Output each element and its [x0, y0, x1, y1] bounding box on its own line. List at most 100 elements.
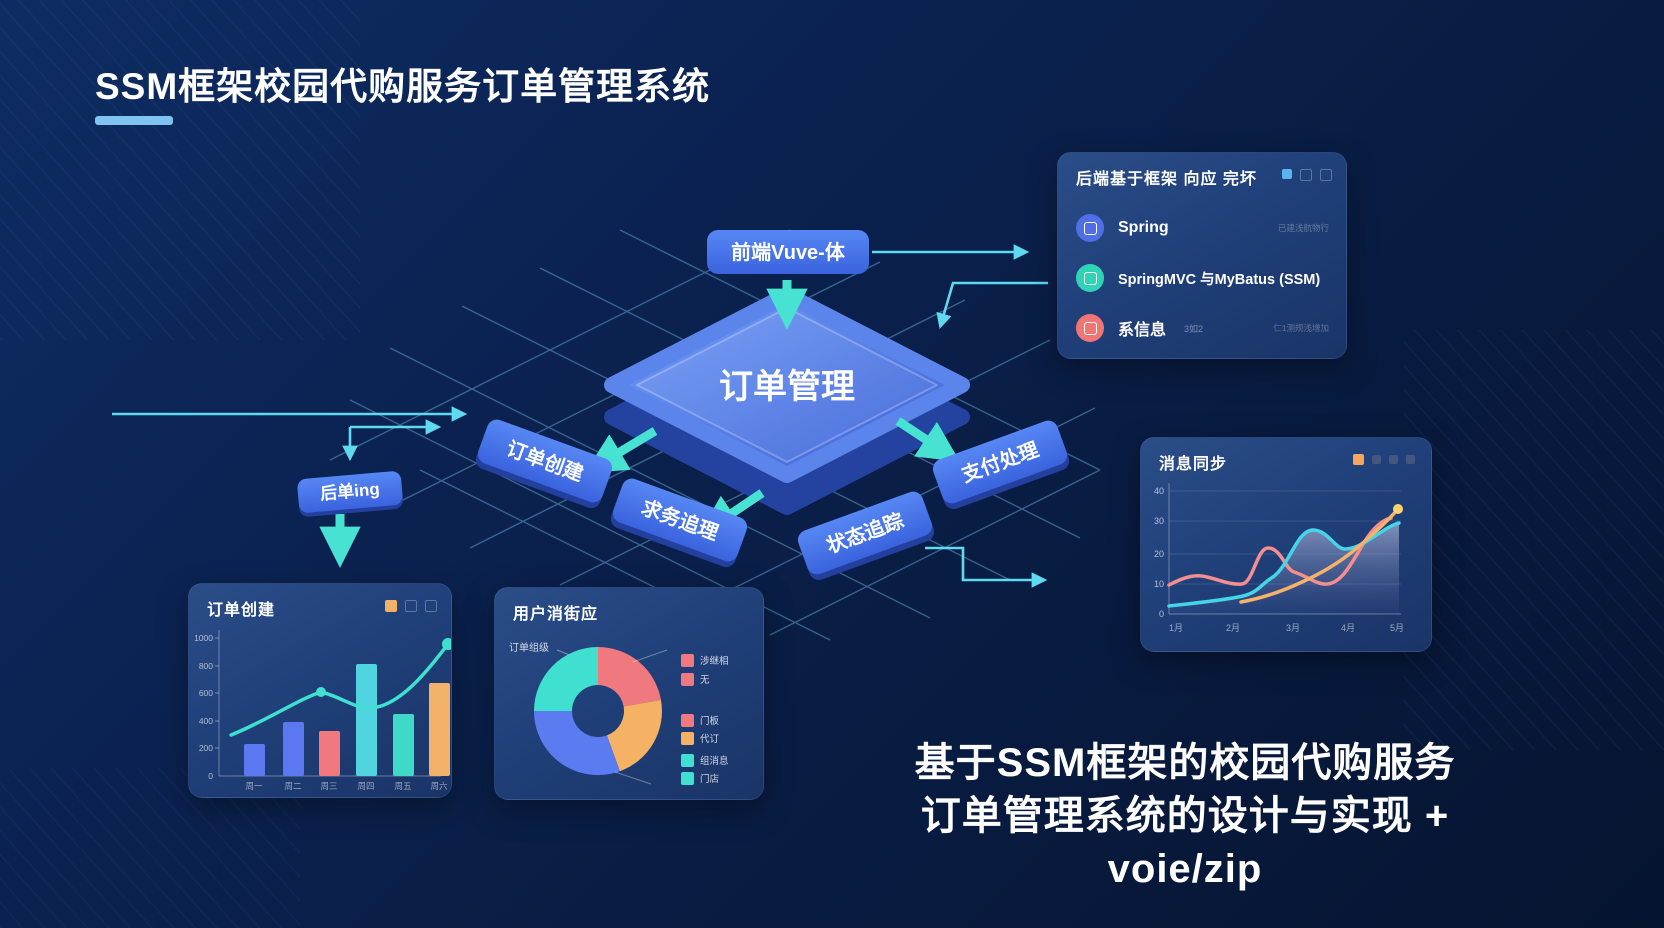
svg-text:周二: 周二	[284, 781, 302, 791]
bar	[356, 664, 377, 776]
legend-swatch	[681, 754, 694, 767]
title-underline	[95, 116, 173, 125]
svg-text:20: 20	[1154, 549, 1164, 559]
svg-text:3月: 3月	[1286, 623, 1300, 633]
sync-panel-legend-squares	[1353, 454, 1415, 465]
svg-text:周六: 周六	[430, 781, 448, 791]
backend-panel-title: 后端基于框架 向应 完坏	[1076, 171, 1257, 188]
svg-text:2月: 2月	[1226, 623, 1240, 633]
svg-text:40: 40	[1154, 486, 1164, 496]
legend-swatch	[681, 772, 694, 785]
trend-line	[229, 642, 450, 737]
legend-square-icon	[1406, 455, 1415, 464]
y-tick-labels: 40 30 20 10 0	[1154, 486, 1164, 619]
chip-task-track: 求务追理	[610, 478, 748, 568]
legend-square-icon	[425, 600, 437, 612]
platform-order-management: 订单管理	[604, 287, 970, 515]
footer-caption: 基于SSM框架的校园代购服务 订单管理系统的设计与实现 + voie/zip	[840, 737, 1530, 896]
y-tick-labels: 1000 800 600 400 200 0	[194, 633, 213, 781]
svg-text:200: 200	[199, 743, 213, 753]
chip-status-track: 状态追踪	[797, 491, 935, 581]
footer-line2: 订单管理系统的设计与实现 + voie/zip	[920, 794, 1450, 891]
legend-label: 无	[700, 675, 710, 686]
page-title: SSM框架校园代购服务订单管理系统	[95, 66, 711, 107]
arrow-to-payment	[895, 417, 961, 462]
legend-square-icon	[1372, 455, 1381, 464]
svg-text:1月: 1月	[1169, 623, 1183, 633]
orders-panel-title: 订单创建	[207, 602, 276, 619]
svg-text:10: 10	[1154, 579, 1164, 589]
backend-panel: 后端基于框架 向应 完坏 Spring 已建浅航物行 SpringMVC 与My…	[1057, 152, 1347, 359]
legend-swatch	[681, 673, 694, 686]
svg-text:周三: 周三	[320, 781, 337, 791]
legend-square-icon	[385, 600, 397, 612]
donut-legend: 涉继相 无 门板 代订 组消息 门店	[681, 654, 729, 785]
slice-coral	[598, 647, 661, 707]
orders-panel: 订单创建 1000 800 600 400 200 0	[188, 583, 452, 798]
backend-item-suffix: 3如2	[1184, 323, 1204, 334]
backend-item-name: Spring	[1118, 219, 1169, 236]
footer-line1: 基于SSM框架的校园代购服务	[914, 741, 1456, 785]
window-square-icon	[1282, 169, 1292, 179]
orders-panel-legend-squares	[385, 600, 437, 612]
svg-text:0: 0	[208, 771, 213, 781]
connector-status-to-sync	[925, 546, 1048, 588]
legend-swatch	[681, 732, 694, 745]
trend-dot	[442, 638, 451, 650]
svg-text:5月: 5月	[1390, 623, 1404, 633]
teal-series-line	[1167, 521, 1401, 608]
users-panel-title: 用户消街应	[513, 606, 599, 623]
legend-label: 代订	[700, 734, 720, 745]
orders-bar-chart: 1000 800 600 400 200 0 周一 周二 周三 周四 周五 周六	[194, 630, 451, 791]
bars	[244, 664, 450, 776]
x-tick-labels: 1月 2月 3月 4月 5月	[1169, 623, 1404, 633]
springmvc-icon	[1076, 264, 1104, 292]
legend-swatch	[681, 714, 694, 727]
trend-dot	[316, 687, 326, 697]
slice-blue	[534, 711, 620, 776]
users-donut-chart: 订单组级 涉继相 无 门板 代订 组消息 门店	[509, 641, 729, 785]
sync-line-chart: 40 30 20 10 0 1月 2月 3月 4月 5月	[1154, 483, 1404, 633]
backend-item-springmvc: SpringMVC 与MyBatus (SSM)	[1076, 258, 1331, 298]
backend-item-note: 仁1测规浅增加	[1273, 323, 1329, 333]
legend-connector	[614, 771, 652, 785]
sync-panel-title: 消息同步	[1159, 456, 1228, 473]
svg-text:周一: 周一	[245, 781, 263, 791]
sync-panel: 消息同步 40 30 20 10 0 1月	[1140, 437, 1432, 652]
backend-item-note: 已建浅航物行	[1277, 223, 1329, 233]
slice-orange	[606, 700, 662, 772]
backend-panel-window-icons	[1282, 169, 1332, 181]
legend-square-icon	[405, 600, 417, 612]
bar	[244, 744, 265, 776]
spring-icon	[1076, 214, 1104, 242]
users-panel: 用户消街应 订单组级 涉继相 无 门板 代订 组消息 门店	[494, 587, 764, 800]
teal-series-area	[1169, 523, 1399, 614]
orange-end-dot	[1393, 504, 1403, 514]
svg-text:800: 800	[199, 661, 213, 671]
donut-annotation: 订单组级	[509, 641, 549, 654]
svg-text:1000: 1000	[194, 633, 213, 643]
legend-square-icon	[1353, 454, 1364, 465]
orange-series-line	[1239, 507, 1400, 604]
backend-item-message: 系信息 3如2 仁1测规浅增加	[1076, 308, 1331, 348]
chip-backlog: 后单ing	[297, 471, 403, 517]
connector-lines	[112, 244, 1048, 588]
svg-text:周四: 周四	[357, 781, 374, 791]
donut-slices	[534, 647, 662, 776]
x-tick-labels: 周一 周二 周三 周四 周五 周六	[245, 781, 448, 791]
frontend-label-box: 前端Vuve-体	[707, 230, 869, 274]
slice-teal	[534, 647, 598, 711]
legend-square-icon	[1389, 455, 1398, 464]
window-square-icon	[1300, 169, 1312, 181]
svg-text:400: 400	[199, 716, 213, 726]
arrow-to-order-create	[584, 427, 658, 474]
platform-label: 订单管理	[719, 368, 855, 406]
legend-label: 涉继相	[700, 655, 729, 667]
svg-text:600: 600	[199, 688, 213, 698]
y-ticks	[215, 637, 219, 749]
svg-text:4月: 4月	[1341, 623, 1355, 633]
legend-label: 门板	[700, 715, 720, 727]
bar	[393, 714, 414, 776]
backend-item-spring: Spring 已建浅航物行	[1076, 208, 1331, 248]
